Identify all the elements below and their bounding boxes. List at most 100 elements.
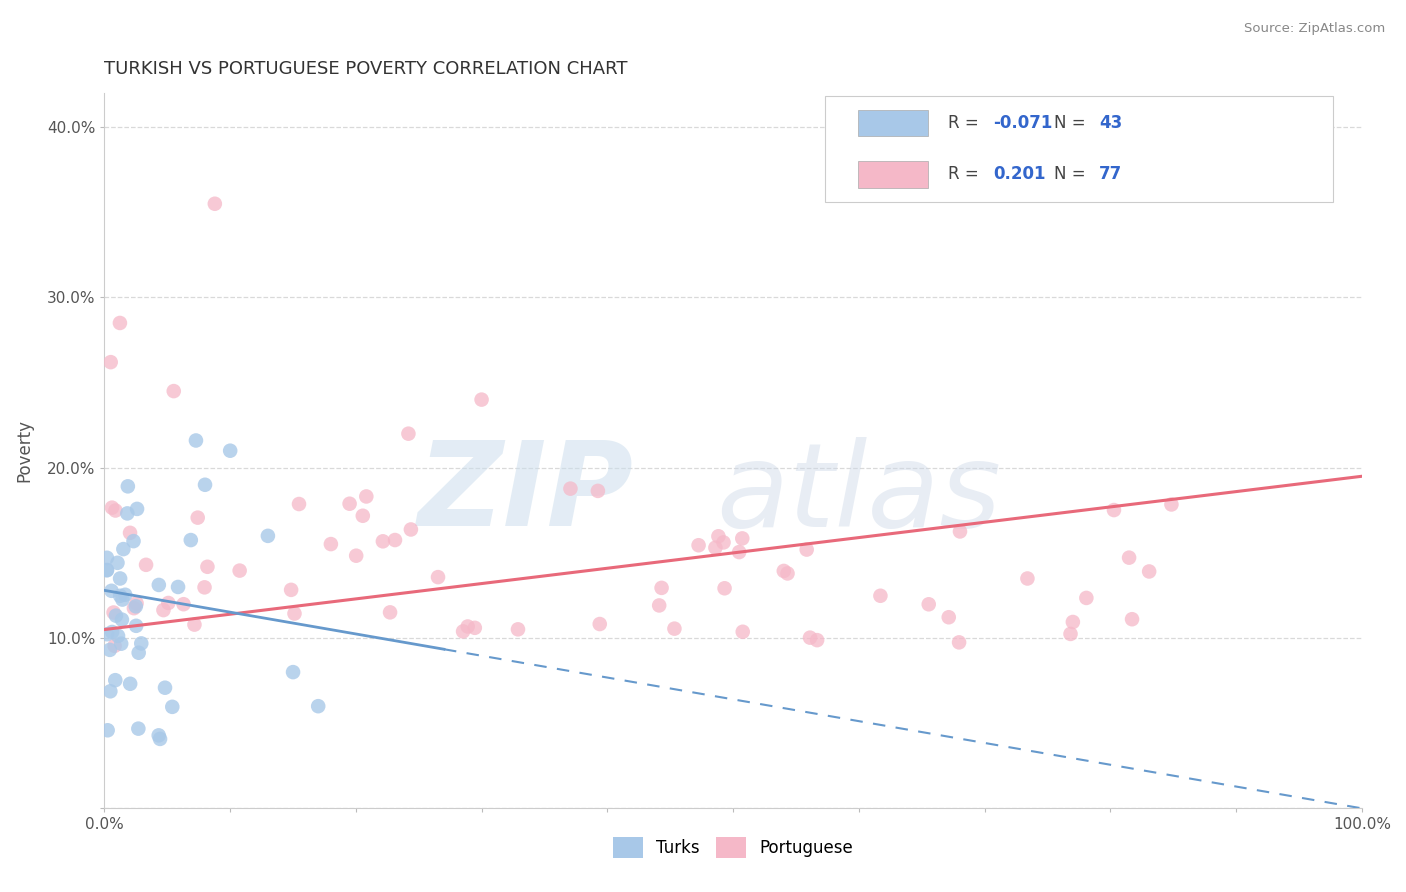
Point	[129, 636, 152, 650]
Text: 77: 77	[1099, 165, 1122, 184]
Text: N =: N =	[1054, 114, 1091, 132]
Text: R =: R =	[948, 114, 984, 132]
Point	[288, 497, 311, 511]
Point	[112, 542, 135, 557]
Point	[163, 384, 186, 398]
Text: N =: N =	[1054, 165, 1091, 184]
Point	[96, 563, 118, 577]
Text: Source: ZipAtlas.com: Source: ZipAtlas.com	[1244, 22, 1385, 36]
Point	[157, 596, 180, 610]
Point	[319, 537, 342, 551]
Point	[122, 534, 145, 549]
Text: R =: R =	[948, 165, 984, 184]
Point	[110, 637, 132, 651]
Point	[111, 613, 134, 627]
Point	[772, 564, 794, 578]
Point	[457, 619, 479, 633]
Point	[97, 723, 120, 738]
Point	[731, 532, 754, 546]
Point	[107, 629, 129, 643]
Point	[307, 699, 329, 714]
Text: 43: 43	[1099, 114, 1122, 132]
Point	[344, 549, 367, 563]
Point	[103, 606, 125, 620]
Point	[281, 665, 304, 679]
Point	[125, 502, 148, 516]
Point	[118, 525, 141, 540]
Point	[427, 570, 450, 584]
Point	[1118, 550, 1140, 565]
Point	[664, 622, 686, 636]
Point	[173, 597, 195, 611]
Point	[688, 538, 710, 552]
Point	[384, 533, 406, 547]
Text: -0.071: -0.071	[994, 114, 1053, 132]
Point	[506, 623, 529, 637]
Point	[96, 627, 118, 641]
Point	[162, 699, 184, 714]
Point	[589, 617, 612, 632]
Point	[219, 443, 242, 458]
Point	[1102, 503, 1125, 517]
Point	[104, 608, 127, 623]
Y-axis label: Poverty: Poverty	[15, 419, 32, 483]
Point	[125, 596, 148, 610]
Point	[153, 681, 176, 695]
Text: 0.201: 0.201	[994, 165, 1046, 184]
Point	[114, 588, 136, 602]
Point	[148, 728, 170, 742]
Point	[187, 510, 209, 524]
Point	[451, 624, 474, 639]
Point	[111, 592, 134, 607]
Point	[713, 581, 735, 595]
Point	[149, 731, 172, 746]
Point	[257, 529, 280, 543]
Point	[125, 599, 148, 614]
Text: atlas: atlas	[717, 436, 1001, 550]
Text: TURKISH VS PORTUGUESE POVERTY CORRELATION CHART: TURKISH VS PORTUGUESE POVERTY CORRELATIO…	[104, 60, 628, 78]
Point	[128, 646, 150, 660]
Point	[104, 639, 127, 653]
Point	[104, 673, 127, 688]
Point	[280, 582, 302, 597]
Point	[471, 392, 494, 407]
Point	[96, 550, 118, 565]
Point	[339, 497, 361, 511]
Point	[713, 535, 735, 549]
Point	[938, 610, 960, 624]
Point	[728, 545, 751, 559]
Point	[180, 533, 202, 547]
Point	[464, 621, 486, 635]
Point	[197, 559, 219, 574]
Point	[918, 597, 941, 611]
Point	[704, 541, 727, 555]
Point	[399, 523, 422, 537]
Point	[122, 601, 145, 615]
Point	[1017, 572, 1039, 586]
Point	[707, 529, 730, 543]
Point	[1059, 627, 1081, 641]
Point	[1137, 565, 1160, 579]
Point	[107, 556, 129, 570]
Point	[96, 563, 118, 577]
Point	[194, 477, 217, 491]
Point	[948, 635, 970, 649]
Point	[120, 677, 142, 691]
Point	[193, 580, 215, 594]
Point	[560, 482, 582, 496]
Point	[104, 503, 127, 517]
Point	[1076, 591, 1098, 605]
Point	[108, 316, 131, 330]
Point	[98, 684, 121, 698]
Point	[101, 625, 124, 640]
Point	[371, 534, 394, 549]
Point	[135, 558, 157, 572]
Point	[378, 605, 401, 619]
Point	[356, 490, 378, 504]
Point	[1160, 498, 1182, 512]
Point	[184, 434, 207, 448]
Point	[799, 631, 821, 645]
Point	[101, 500, 124, 515]
Point	[796, 542, 818, 557]
Point	[1062, 615, 1084, 629]
